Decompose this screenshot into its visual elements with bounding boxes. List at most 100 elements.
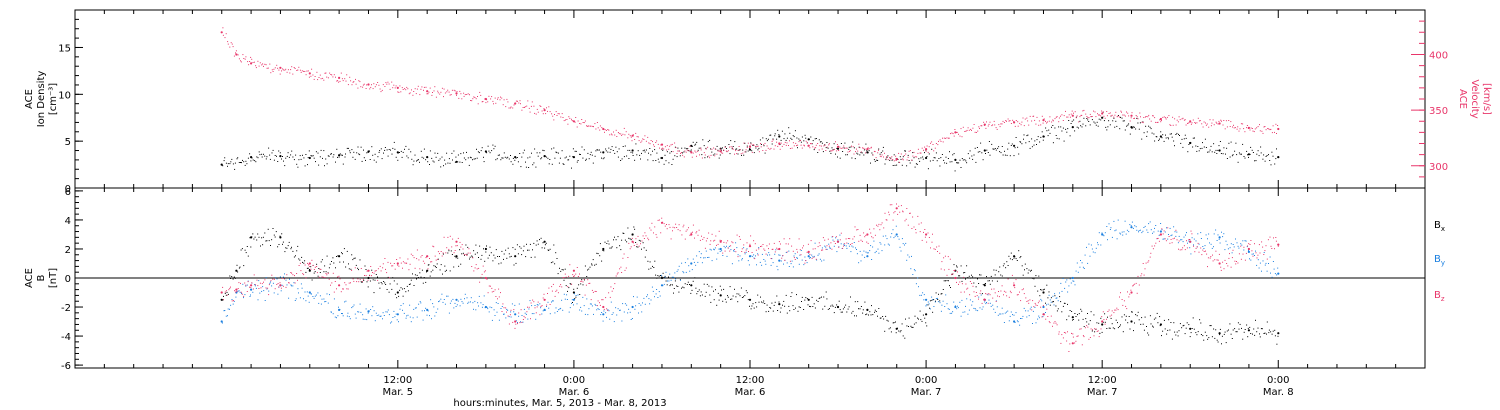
velocity-sample [448,91,450,93]
velocity-sample [985,127,987,129]
by-sample [589,303,591,305]
bx-sample [917,317,918,319]
bz-sample [1147,261,1149,263]
bx-sample [597,253,599,255]
bx-sample [1238,328,1240,330]
density-sample [742,149,744,151]
bz-sample [960,291,962,293]
by-sample [652,290,654,292]
by-sample [972,301,974,303]
by-sample [305,300,307,302]
velocity-sample [1093,110,1094,112]
density-sample [1007,148,1009,150]
by-sample [701,262,703,264]
by-sample [1068,285,1070,287]
by-sample [571,302,572,304]
bx-sample [591,263,593,265]
velocity-sample [333,74,335,76]
bz-sample [741,251,743,252]
by-sample [989,302,991,304]
bx-sample [991,280,993,282]
density-sample [778,134,780,136]
by-sample [594,303,596,305]
density-sample [571,167,572,169]
bz-sample [476,268,478,270]
velocity-sample [526,105,528,107]
by-sample [1147,231,1149,233]
by-sample [779,254,781,256]
by-sample [1121,231,1123,233]
density-sample [902,156,904,158]
bx-sample [715,289,716,291]
bz-sample [1206,253,1208,255]
bx-sample [980,274,982,276]
bx-point [719,294,722,297]
velocity-sample [1055,116,1057,118]
bz-sample [643,238,645,239]
bz-point [1013,284,1016,287]
density-sample [579,153,580,155]
density-sample [354,158,356,160]
density-sample [1246,150,1248,152]
by-sample [1056,297,1058,299]
density-sample [304,165,306,167]
bx-sample [1140,323,1142,325]
by-sample [573,304,574,306]
bz-sample [946,274,948,276]
density-sample [1198,150,1200,152]
density-sample [829,150,831,152]
velocity-point [308,72,311,75]
velocity-sample [1082,110,1084,112]
bz-sample [1043,314,1045,316]
by-sample [1211,247,1213,249]
bx-sample [429,275,431,277]
by-sample [1029,308,1031,310]
velocity-sample [297,69,299,71]
by-sample [1038,317,1040,319]
density-sample [1040,136,1042,138]
velocity-sample [240,61,242,63]
velocity-sample [472,98,474,100]
by-sample [1070,282,1072,284]
bz-sample [1222,261,1224,263]
velocity-sample [1085,113,1087,115]
velocity-sample [846,147,848,149]
bz-sample [849,244,851,245]
bx-sample [1242,338,1244,340]
by-sample [440,298,442,300]
by-sample [1032,310,1034,312]
by-sample [324,301,326,303]
velocity-sample [527,100,529,102]
bz-sample [577,276,579,277]
bz-sample [1129,293,1131,295]
velocity-sample [1071,110,1073,112]
bz-sample [622,257,624,259]
bz-sample [838,246,840,248]
bx-sample [819,297,821,299]
density-sample [378,151,380,153]
velocity-sample [463,92,465,94]
bx-point [602,247,605,251]
bz-sample [800,254,802,256]
by-sample [1261,270,1262,272]
density-sample [264,155,266,157]
bx-sample [656,277,658,279]
bx-sample [236,264,238,266]
density-sample [670,151,672,153]
velocity-sample [1019,122,1021,124]
bx-point [1101,323,1104,326]
density-sample [1153,133,1155,135]
bx-sample [940,293,942,295]
velocity-sample [845,147,847,149]
velocity-sample [359,81,361,83]
density-sample [373,159,375,161]
by-point [1159,230,1162,233]
by-sample [407,314,409,316]
bz-sample [456,245,458,247]
by-sample [814,242,816,244]
bz-sample [798,238,800,240]
velocity-sample [804,145,805,147]
density-sample [515,157,517,159]
velocity-sample [322,77,324,79]
velocity-sample [367,84,369,86]
